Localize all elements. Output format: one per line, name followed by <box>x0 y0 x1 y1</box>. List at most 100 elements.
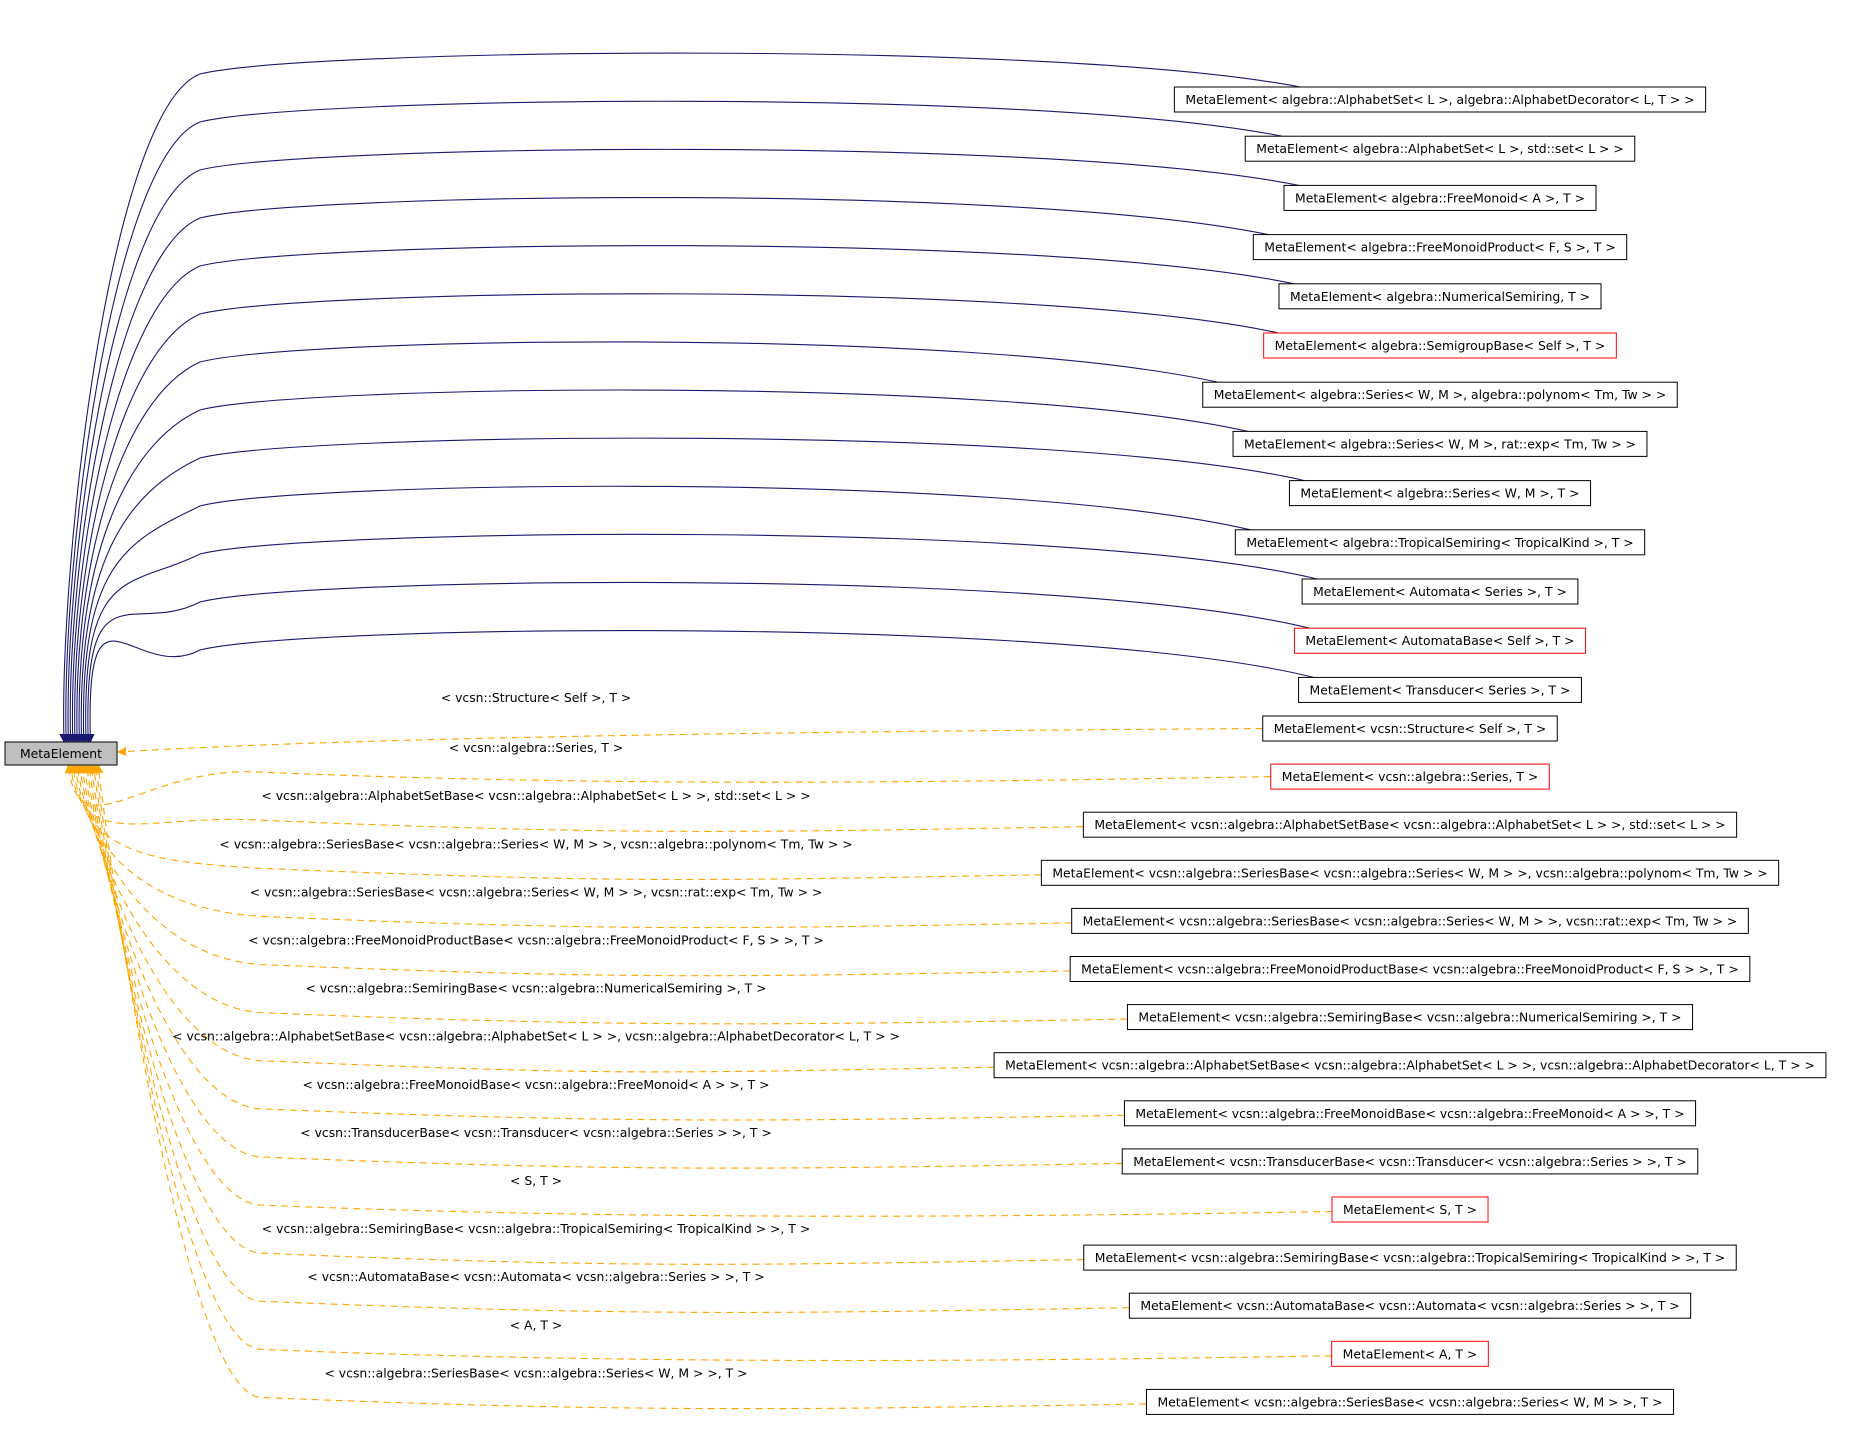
root-node-box <box>4 741 118 766</box>
class-box <box>1071 907 1749 934</box>
class-box <box>1232 430 1648 457</box>
solid-edge-4 <box>65 196 1269 743</box>
solid-node-13-metaelement-transducer-series-t[interactable]: MetaElement< Transducer< Series >, T > <box>1298 676 1582 703</box>
dashed-node-6-metaelement-vcsn-algebra-freemonoidproductbase-vcsn-algebra-[interactable]: MetaElement< vcsn::algebra::FreeMonoidPr… <box>1069 956 1751 982</box>
class-box <box>1331 1196 1489 1223</box>
class-label: MetaElement< Transducer< Series >, T > <box>1310 682 1571 697</box>
dashed-node-8-metaelement-vcsn-algebra-alphabetsetbase-vcsn-algebra-alphab[interactable]: MetaElement< vcsn::algebra::AlphabetSetB… <box>993 1052 1827 1079</box>
dashed-edge-9 <box>80 764 1125 1121</box>
edge-label-2: < vcsn::algebra::Series, T > <box>449 740 623 755</box>
solid-edge-5 <box>68 245 1295 743</box>
class-box <box>1082 811 1738 838</box>
edge-label-15: < vcsn::algebra::SeriesBase< vcsn::algeb… <box>324 1365 747 1380</box>
solid-edge-11 <box>81 533 1318 743</box>
root-node-metaelement[interactable]: MetaElement <box>4 741 118 766</box>
class-label: MetaElement< vcsn::algebra::SeriesBase< … <box>1083 913 1738 928</box>
class-box <box>1263 332 1617 359</box>
dashed-edge-14 <box>92 764 1332 1362</box>
class-label: MetaElement< vcsn::algebra::AlphabetSetB… <box>1005 1058 1815 1073</box>
solid-node-9-metaelement-algebra-series-w-m-t[interactable]: MetaElement< algebra::Series< W, M >, T … <box>1288 480 1592 507</box>
class-box <box>1040 859 1780 886</box>
class-label: MetaElement< vcsn::algebra::Series, T > <box>1282 769 1538 784</box>
class-label: MetaElement< algebra::Series< W, M >, T … <box>1300 486 1579 501</box>
dashed-node-2-metaelement-vcsn-algebra-series-t[interactable]: MetaElement< vcsn::algebra::Series, T > <box>1270 763 1550 790</box>
edge-label-6: < vcsn::algebra::FreeMonoidProductBase< … <box>248 933 824 948</box>
class-box <box>1126 1004 1694 1031</box>
solid-edge-3 <box>63 148 1300 743</box>
edge-label-1: < vcsn::Structure< Self >, T > <box>441 690 631 705</box>
solid-node-6-metaelement-algebra-semigroupbase-self-t[interactable]: MetaElement< algebra::SemigroupBase< Sel… <box>1263 332 1617 359</box>
class-label: MetaElement< vcsn::algebra::FreeMonoidBa… <box>1135 1106 1684 1121</box>
dashed-node-4-metaelement-vcsn-algebra-seriesbase-vcsn-algebra-series-w-m-[interactable]: MetaElement< vcsn::algebra::SeriesBase< … <box>1040 859 1780 886</box>
class-label: MetaElement< algebra::FreeMonoidProduct<… <box>1264 240 1615 255</box>
edge-label-11: < S, T > <box>510 1173 562 1188</box>
class-label: MetaElement< algebra::Series< W, M >, ra… <box>1244 436 1636 451</box>
edge-label-12: < vcsn::algebra::SemiringBase< vcsn::alg… <box>262 1221 810 1236</box>
class-label: MetaElement< algebra::FreeMonoid< A >, T… <box>1295 190 1585 205</box>
solid-edge-9 <box>76 437 1305 743</box>
class-label: MetaElement< algebra::NumericalSemiring,… <box>1290 289 1590 304</box>
edge-label-14: < A, T > <box>510 1317 563 1332</box>
solid-node-10-metaelement-algebra-tropicalsemiring-tropicalkind-t[interactable]: MetaElement< algebra::TropicalSemiring< … <box>1234 529 1646 556</box>
class-label: MetaElement< vcsn::TransducerBase< vcsn:… <box>1133 1154 1687 1169</box>
dashed-node-12-metaelement-vcsn-algebra-semiringbase-vcsn-algebra-tropicals[interactable]: MetaElement< vcsn::algebra::SemiringBase… <box>1083 1244 1737 1271</box>
class-box <box>1283 184 1597 211</box>
solid-edge-2 <box>61 100 1283 743</box>
solid-node-2-metaelement-algebra-alphabetset-l-std-set-l[interactable]: MetaElement< algebra::AlphabetSet< L >, … <box>1244 135 1636 162</box>
class-box <box>1234 529 1646 556</box>
dashed-edge-15 <box>94 764 1147 1410</box>
solid-node-8-metaelement-algebra-series-w-m-rat-exp-tm-tw[interactable]: MetaElement< algebra::Series< W, M >, ra… <box>1232 430 1648 457</box>
class-box <box>1331 1340 1489 1367</box>
class-box <box>1069 956 1751 982</box>
solid-node-3-metaelement-algebra-freemonoid-a-t[interactable]: MetaElement< algebra::FreeMonoid< A >, T… <box>1283 184 1597 211</box>
dashed-edge-2 <box>64 764 1271 806</box>
dashed-edge-8 <box>78 764 995 1073</box>
solid-node-7-metaelement-algebra-series-w-m-algebra-polynom-tm-tw[interactable]: MetaElement< algebra::Series< W, M >, al… <box>1202 381 1678 408</box>
edges-layer <box>59 52 1332 1410</box>
edge-labels-layer: < vcsn::Structure< Self >, T >< vcsn::al… <box>172 690 900 1380</box>
class-label: MetaElement< vcsn::algebra::FreeMonoidPr… <box>1081 962 1739 977</box>
dashed-node-15-metaelement-vcsn-algebra-seriesbase-vcsn-algebra-series-w-m-[interactable]: MetaElement< vcsn::algebra::SeriesBase< … <box>1145 1388 1675 1415</box>
dashed-node-9-metaelement-vcsn-algebra-freemonoidbase-vcsn-algebra-freemon[interactable]: MetaElement< vcsn::algebra::FreeMonoidBa… <box>1123 1100 1697 1127</box>
class-label: MetaElement< algebra::TropicalSemiring< … <box>1246 535 1633 550</box>
solid-node-11-metaelement-automata-series-t[interactable]: MetaElement< Automata< Series >, T > <box>1301 578 1579 605</box>
dashed-edge-7 <box>76 764 1128 1025</box>
dashed-edge-11 <box>85 764 1332 1217</box>
dashed-node-7-metaelement-vcsn-algebra-semiringbase-vcsn-algebra-numerical[interactable]: MetaElement< vcsn::algebra::SemiringBase… <box>1126 1004 1694 1031</box>
dashed-node-14-metaelement-a-t[interactable]: MetaElement< A, T > <box>1331 1340 1489 1367</box>
class-label: MetaElement< Automata< Series >, T > <box>1313 584 1567 599</box>
class-box <box>1298 676 1582 703</box>
dashed-node-5-metaelement-vcsn-algebra-seriesbase-vcsn-algebra-series-w-m-[interactable]: MetaElement< vcsn::algebra::SeriesBase< … <box>1071 907 1749 934</box>
class-label: MetaElement< vcsn::AutomataBase< vcsn::A… <box>1140 1298 1679 1313</box>
class-label: MetaElement< S, T > <box>1343 1202 1477 1217</box>
class-box <box>1278 283 1602 310</box>
class-box <box>1123 1100 1697 1127</box>
root-node-label: MetaElement <box>20 746 102 761</box>
solid-edge-6 <box>70 293 1279 743</box>
class-box <box>1121 1148 1699 1175</box>
dashed-node-13-metaelement-vcsn-automatabase-vcsn-automata-vcsn-algebra-ser[interactable]: MetaElement< vcsn::AutomataBase< vcsn::A… <box>1128 1292 1692 1319</box>
solid-node-4-metaelement-algebra-freemonoidproduct-f-s-t[interactable]: MetaElement< algebra::FreeMonoidProduct<… <box>1252 234 1628 261</box>
class-box <box>1244 135 1636 162</box>
solid-node-12-metaelement-automatabase-self-t[interactable]: MetaElement< AutomataBase< Self >, T > <box>1293 627 1587 654</box>
nodes-layer: MetaElement< algebra::AlphabetSet< L >, … <box>993 86 1827 1415</box>
dashed-edge-12 <box>87 764 1084 1265</box>
class-label: MetaElement< algebra::Series< W, M >, al… <box>1214 387 1667 402</box>
solid-node-1-metaelement-algebra-alphabetset-l-algebra-alphabetdecorator-[interactable]: MetaElement< algebra::AlphabetSet< L >, … <box>1173 86 1707 113</box>
dashed-node-1-metaelement-vcsn-structure-self-t[interactable]: MetaElement< vcsn::Structure< Self >, T … <box>1262 715 1558 742</box>
dashed-node-10-metaelement-vcsn-transducerbase-vcsn-transducer-vcsn-algebra[interactable]: MetaElement< vcsn::TransducerBase< vcsn:… <box>1121 1148 1699 1175</box>
class-label: MetaElement< vcsn::algebra::AlphabetSetB… <box>1094 817 1725 832</box>
class-box <box>1173 86 1707 113</box>
class-label: MetaElement< algebra::AlphabetSet< L >, … <box>1185 92 1694 107</box>
dashed-node-11-metaelement-s-t[interactable]: MetaElement< S, T > <box>1331 1196 1489 1223</box>
class-box <box>1262 715 1558 742</box>
class-box <box>993 1052 1827 1079</box>
edge-label-8: < vcsn::algebra::AlphabetSetBase< vcsn::… <box>172 1029 900 1044</box>
class-box <box>1252 234 1628 261</box>
dashed-node-3-metaelement-vcsn-algebra-alphabetsetbase-vcsn-algebra-alphab[interactable]: MetaElement< vcsn::algebra::AlphabetSetB… <box>1082 811 1738 838</box>
class-label: MetaElement< vcsn::Structure< Self >, T … <box>1274 721 1547 736</box>
solid-node-5-metaelement-algebra-numericalsemiring-t[interactable]: MetaElement< algebra::NumericalSemiring,… <box>1278 283 1602 310</box>
solid-edge-10 <box>79 485 1251 743</box>
edge-label-10: < vcsn::TransducerBase< vcsn::Transducer… <box>300 1125 771 1140</box>
